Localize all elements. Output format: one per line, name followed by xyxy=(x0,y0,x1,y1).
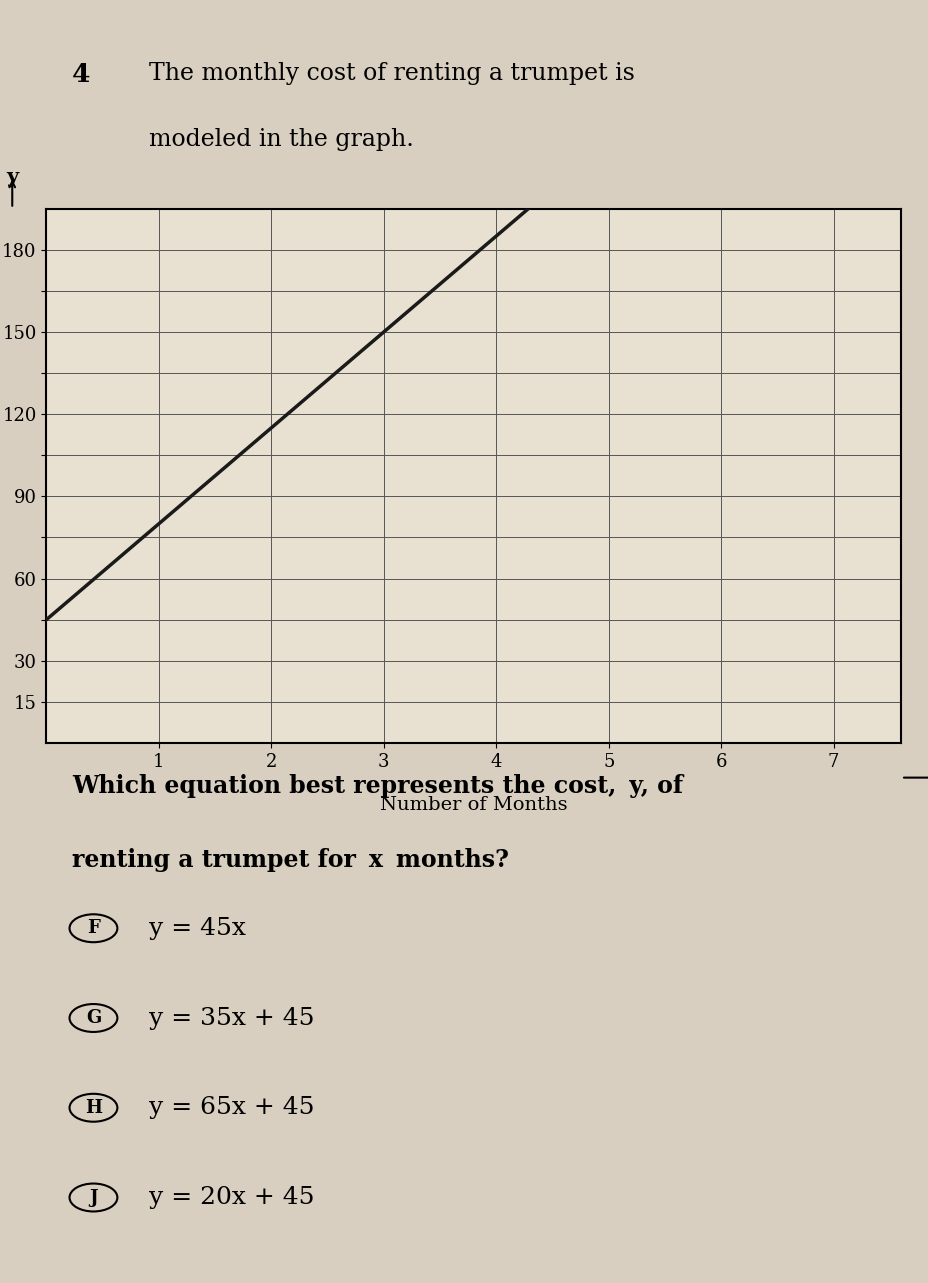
Text: F: F xyxy=(87,919,100,938)
Text: y = 20x + 45: y = 20x + 45 xyxy=(148,1185,315,1209)
Text: G: G xyxy=(85,1008,101,1026)
Text: y: y xyxy=(6,167,19,187)
Text: Number of Months: Number of Months xyxy=(380,797,567,815)
Text: The monthly cost of renting a trumpet is: The monthly cost of renting a trumpet is xyxy=(148,62,634,85)
Text: modeled in the graph.: modeled in the graph. xyxy=(148,128,414,151)
Text: y = 45x: y = 45x xyxy=(148,917,246,939)
Text: y = 65x + 45: y = 65x + 45 xyxy=(148,1096,315,1119)
Text: 4: 4 xyxy=(72,62,91,87)
Text: H: H xyxy=(84,1098,102,1116)
Text: J: J xyxy=(89,1188,97,1206)
Text: renting a trumpet for  x  months?: renting a trumpet for x months? xyxy=(72,848,509,872)
Text: y = 35x + 45: y = 35x + 45 xyxy=(148,1006,315,1029)
Text: Which equation best represents the cost,  y, of: Which equation best represents the cost,… xyxy=(72,774,682,798)
